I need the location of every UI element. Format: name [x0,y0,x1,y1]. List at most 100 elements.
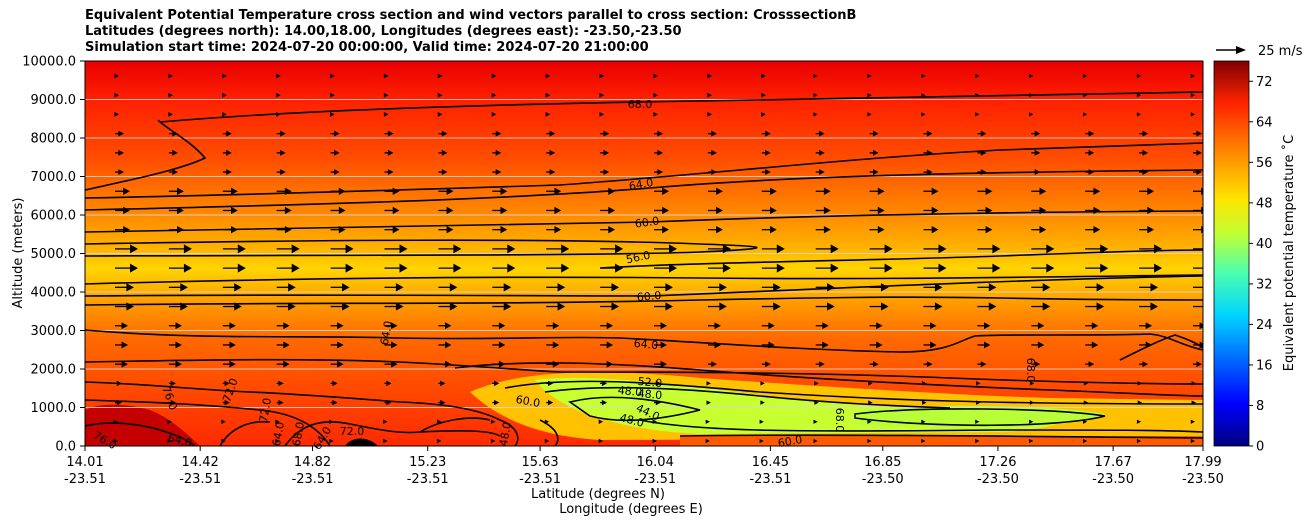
grid-lines [85,99,1203,408]
wind-vector-head [1034,130,1041,137]
wind-vector-head [168,112,173,117]
wind-vector-head [598,438,604,444]
contour-surface-1 [639,419,1203,433]
wind-vector-head [1083,419,1088,424]
wind-vector-head [387,130,394,137]
contour-label-text: 72.0 [257,397,274,423]
wind-vector-head [123,226,130,234]
contour-label: 48.0 [617,384,643,399]
x-tick-label-lat: 14.82 [294,455,331,470]
wind-vector-head [975,438,980,444]
colorbar-tick-label: 48 [1256,196,1273,211]
contour-label-text: 64.0 [166,431,193,450]
wind-vector-head [1093,206,1101,215]
wind-vector-head [557,283,566,292]
wind-vector-head [1136,112,1142,117]
wind-vector-head [716,226,723,234]
wind-vector-head [711,169,717,176]
wind-vector-head [399,263,408,273]
wind-vector-head [765,130,771,137]
wind-vector-head [653,112,658,117]
wind-vector-head [121,341,128,349]
wind-vector-head [1083,112,1088,117]
wind-vector-head [338,206,346,215]
contour-label: 60.0 [777,433,803,450]
wind-vector-head [170,380,176,387]
wind-vector-head [707,73,712,79]
wind-vector-head [552,341,560,349]
contour-label-text: 64.0 [628,176,654,193]
contour-label: 64.0 [166,431,193,450]
wind-vector-head [822,322,829,330]
wind-vector-head [868,400,873,405]
wind-vector-head [330,73,335,79]
wind-vector-head [881,302,889,311]
wind-vector-head [669,244,677,254]
wind-vector-head [221,438,226,444]
wind-vector-head [660,360,667,368]
wind-vector-head [498,322,506,330]
wind-vector-head [175,341,182,349]
wind-vector-head [770,226,777,234]
wind-vector-head [1196,169,1202,176]
wind-vector-head [1196,149,1202,156]
wind-vector-head [552,360,560,368]
wind-vector-head [231,226,238,234]
wind-vector-head [1137,381,1143,386]
wind-vector-head [1096,283,1105,292]
wind-vector-head [342,283,350,292]
wind-vector-head [884,244,893,254]
wind-vector-head [657,169,663,176]
wind-vector-head [606,360,614,368]
wind-vector-head [761,73,766,79]
colorbar-tick-label: 72 [1256,75,1273,90]
wind-vector-head [507,244,516,254]
colorbar-tick-label: 0 [1256,440,1264,455]
wind-vector-head [1083,400,1089,405]
wind-vector-head [383,438,388,444]
x-axis-label-lon: Longitude (degrees E) [559,502,703,517]
wind-vector-head [1142,169,1149,176]
wind-vector-head [606,322,614,330]
wind-vector-head [1150,283,1159,292]
wind-vector-head [722,244,731,254]
wind-vector-head [445,360,452,368]
wind-vector-head [655,380,661,387]
wind-vector-head [170,399,176,406]
wind-vector-head [222,112,227,117]
wind-vector-head [665,283,673,292]
wind-vector-head [657,130,663,137]
wind-vector-head [1029,93,1034,98]
wind-vector-head [669,263,677,273]
wind-vector-head [226,169,232,176]
wind-vector-head [395,302,404,311]
wind-vector-head [827,302,835,311]
wind-vectors [113,73,1203,444]
contour-label: 68.0 [290,421,307,447]
wind-vector-head [445,322,452,330]
wind-vector-head [278,380,284,387]
wind-vector-head [446,187,454,195]
colorbar [1213,60,1250,447]
contour-surface-4 [419,417,491,433]
wind-vector-head [761,112,766,117]
wind-vector-head [768,341,775,349]
x-tick-label-lat: 14.42 [182,455,219,470]
wind-vector-head [222,92,227,98]
wind-vector-head [440,399,446,406]
wind-vector-head [1190,73,1195,79]
wind-vector-head [1096,302,1105,311]
wind-vector-head [813,73,818,79]
wind-vector-head [988,302,997,311]
wind-vector-head [822,341,829,349]
wind-vector-head [1201,187,1203,195]
wind-vector-head [334,130,340,137]
contour-label-text: 72.0 [340,425,365,438]
wind-vector-head [180,302,188,311]
wind-vector-head [1091,322,1099,330]
wind-vector-head [773,302,781,311]
colorbar-tick-label: 32 [1256,277,1273,292]
x-tick-label-lon: -23.50 [977,472,1019,487]
wind-vector-head [222,73,227,79]
wind-vector-head [1137,400,1143,405]
